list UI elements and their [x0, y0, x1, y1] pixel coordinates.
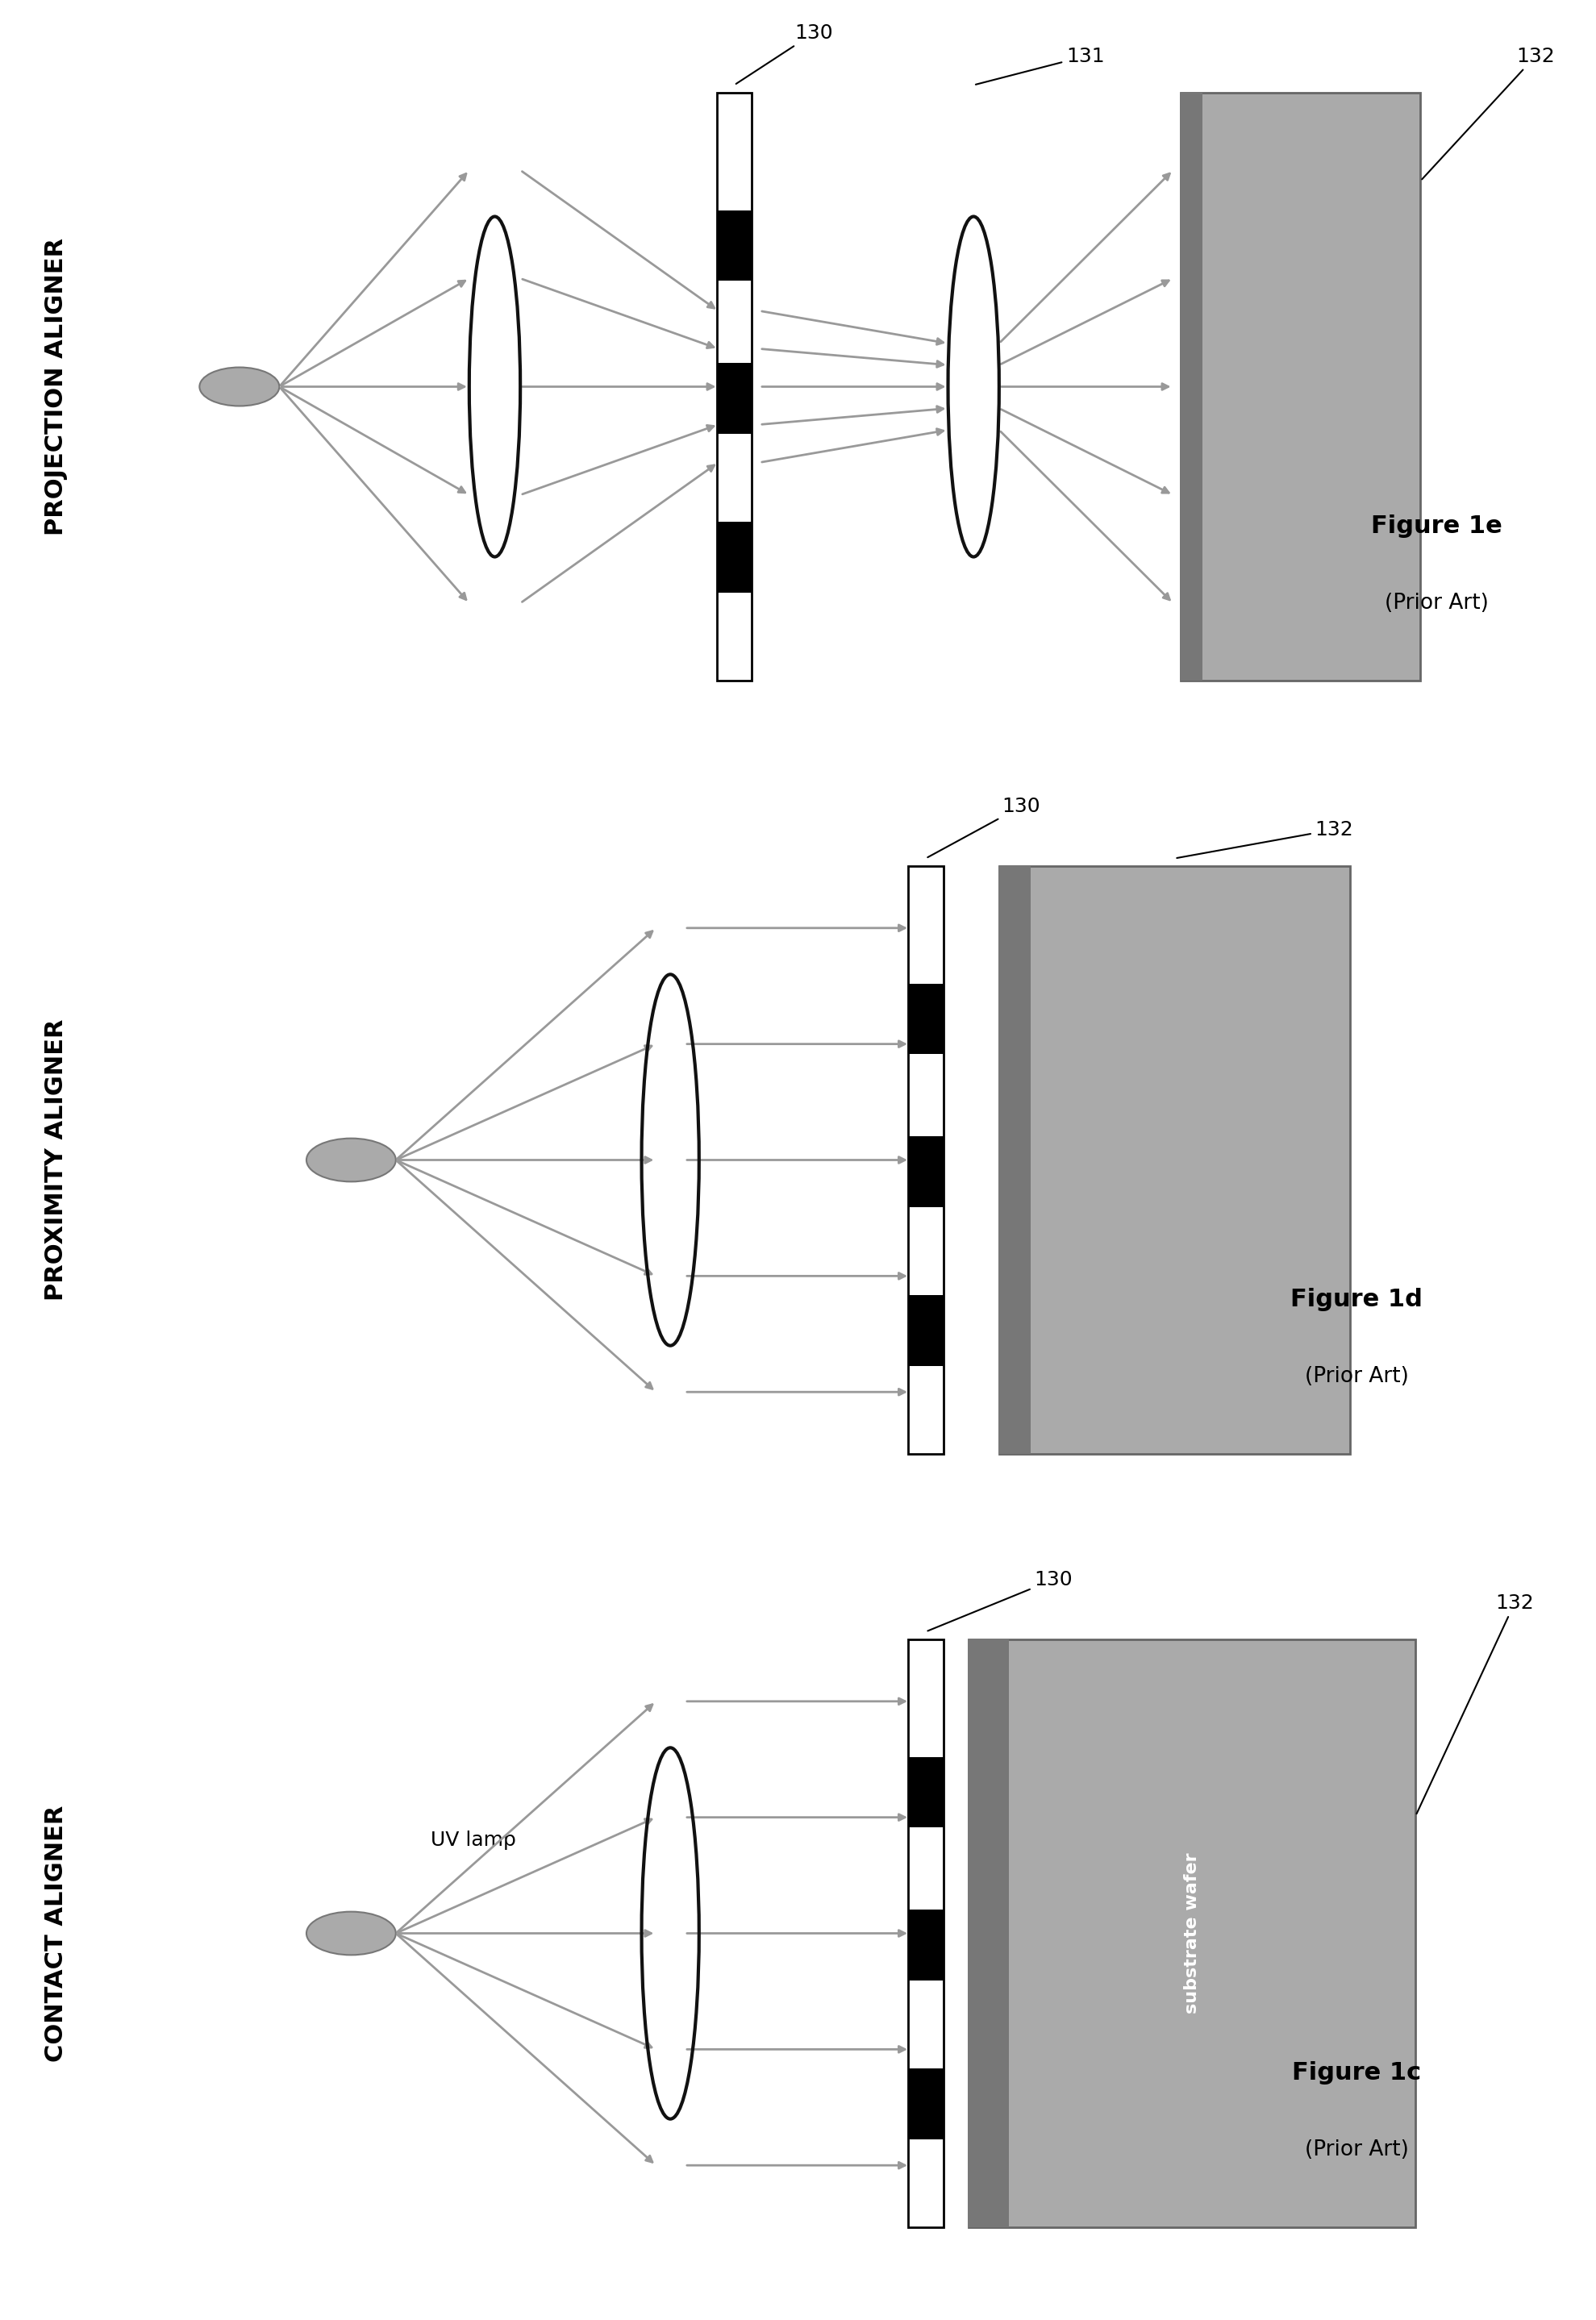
Text: Figure 1d: Figure 1d: [1291, 1288, 1422, 1311]
Bar: [908, 1137, 943, 1206]
Bar: [908, 865, 943, 1455]
Bar: [908, 984, 943, 1053]
Bar: [1181, 93, 1203, 680]
Bar: [717, 93, 752, 680]
Circle shape: [200, 367, 279, 406]
Bar: [908, 1295, 943, 1366]
Circle shape: [306, 1139, 396, 1181]
Text: 131: 131: [975, 46, 1104, 84]
Text: PROXIMITY ALIGNER: PROXIMITY ALIGNER: [45, 1018, 67, 1302]
Text: CONTACT ALIGNER: CONTACT ALIGNER: [45, 1805, 67, 2062]
Text: 132: 132: [1176, 819, 1353, 858]
Text: 132: 132: [1417, 1594, 1534, 1814]
Bar: [999, 865, 1031, 1455]
Bar: [908, 2069, 943, 2139]
Bar: [908, 1756, 943, 1828]
Text: substrate wafer: substrate wafer: [1184, 1854, 1200, 2014]
Text: 132: 132: [1422, 46, 1555, 179]
Text: 130: 130: [927, 796, 1041, 858]
Text: (Prior Art): (Prior Art): [1304, 2139, 1409, 2160]
Text: UV lamp: UV lamp: [431, 1830, 516, 1851]
Bar: [999, 865, 1350, 1455]
Text: Figure 1c: Figure 1c: [1293, 2060, 1420, 2083]
Bar: [717, 364, 752, 434]
Bar: [1181, 93, 1420, 680]
Text: (Prior Art): (Prior Art): [1384, 592, 1489, 615]
Text: 130: 130: [927, 1571, 1073, 1631]
Circle shape: [306, 1912, 396, 1956]
Bar: [908, 1909, 943, 1981]
Text: PROJECTION ALIGNER: PROJECTION ALIGNER: [45, 239, 67, 536]
Text: 130: 130: [736, 23, 833, 84]
Bar: [908, 1640, 943, 2227]
Bar: [969, 1640, 1009, 2227]
Text: Figure 1e: Figure 1e: [1371, 515, 1502, 538]
Bar: [969, 1640, 1416, 2227]
Bar: [717, 522, 752, 592]
Bar: [717, 211, 752, 281]
Text: (Prior Art): (Prior Art): [1304, 1366, 1409, 1387]
